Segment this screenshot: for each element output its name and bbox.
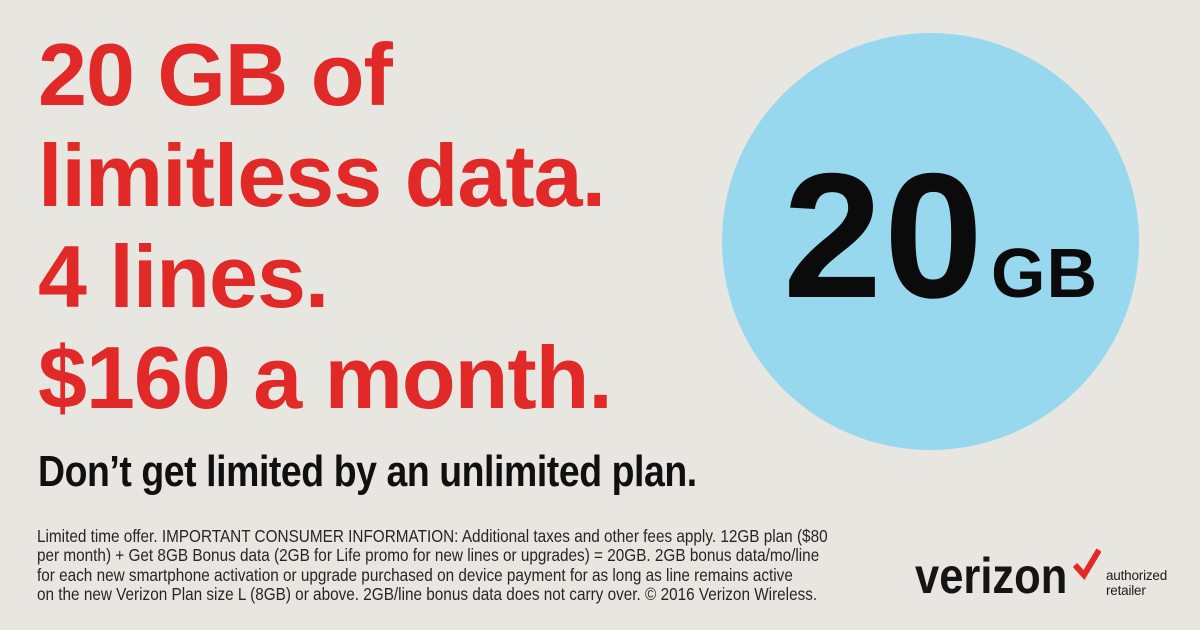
headline-line-4: $160 a month. <box>38 328 613 427</box>
tagline-line-1: authorized <box>1106 568 1168 583</box>
legal-line: for each new smartphone activation or up… <box>37 564 793 585</box>
data-badge-unit: GB <box>991 233 1098 312</box>
verizon-wordmark: verizon <box>915 548 1068 604</box>
data-badge-circle: 20 GB <box>722 33 1139 450</box>
data-badge-value: 20 <box>783 135 985 335</box>
legal-line: Limited time offer. IMPORTANT CONSUMER I… <box>37 526 828 546</box>
data-badge-text: 20 GB <box>783 135 1098 335</box>
subheadline: Don’t get limited by an unlimited plan. <box>38 447 697 496</box>
legal-line: per month) + Get 8GB Bonus data (2GB for… <box>37 545 820 566</box>
headline-line-1: 20 GB of <box>38 25 393 124</box>
legal-line: on the new Verizon Plan size L (8GB) or … <box>37 583 818 604</box>
headline: 20 GB of limitless data. 4 lines. $160 a… <box>38 24 613 428</box>
headline-line-3: 4 lines. <box>38 227 329 326</box>
headline-line-2: limitless data. <box>38 126 606 225</box>
authorized-retailer-tagline: authorized retailer <box>1106 568 1168 598</box>
legal-disclaimer: Limited time offer. IMPORTANT CONSUMER I… <box>37 526 941 604</box>
tagline-line-2: retailer <box>1106 582 1146 598</box>
verizon-checkmark-icon <box>1073 548 1101 580</box>
